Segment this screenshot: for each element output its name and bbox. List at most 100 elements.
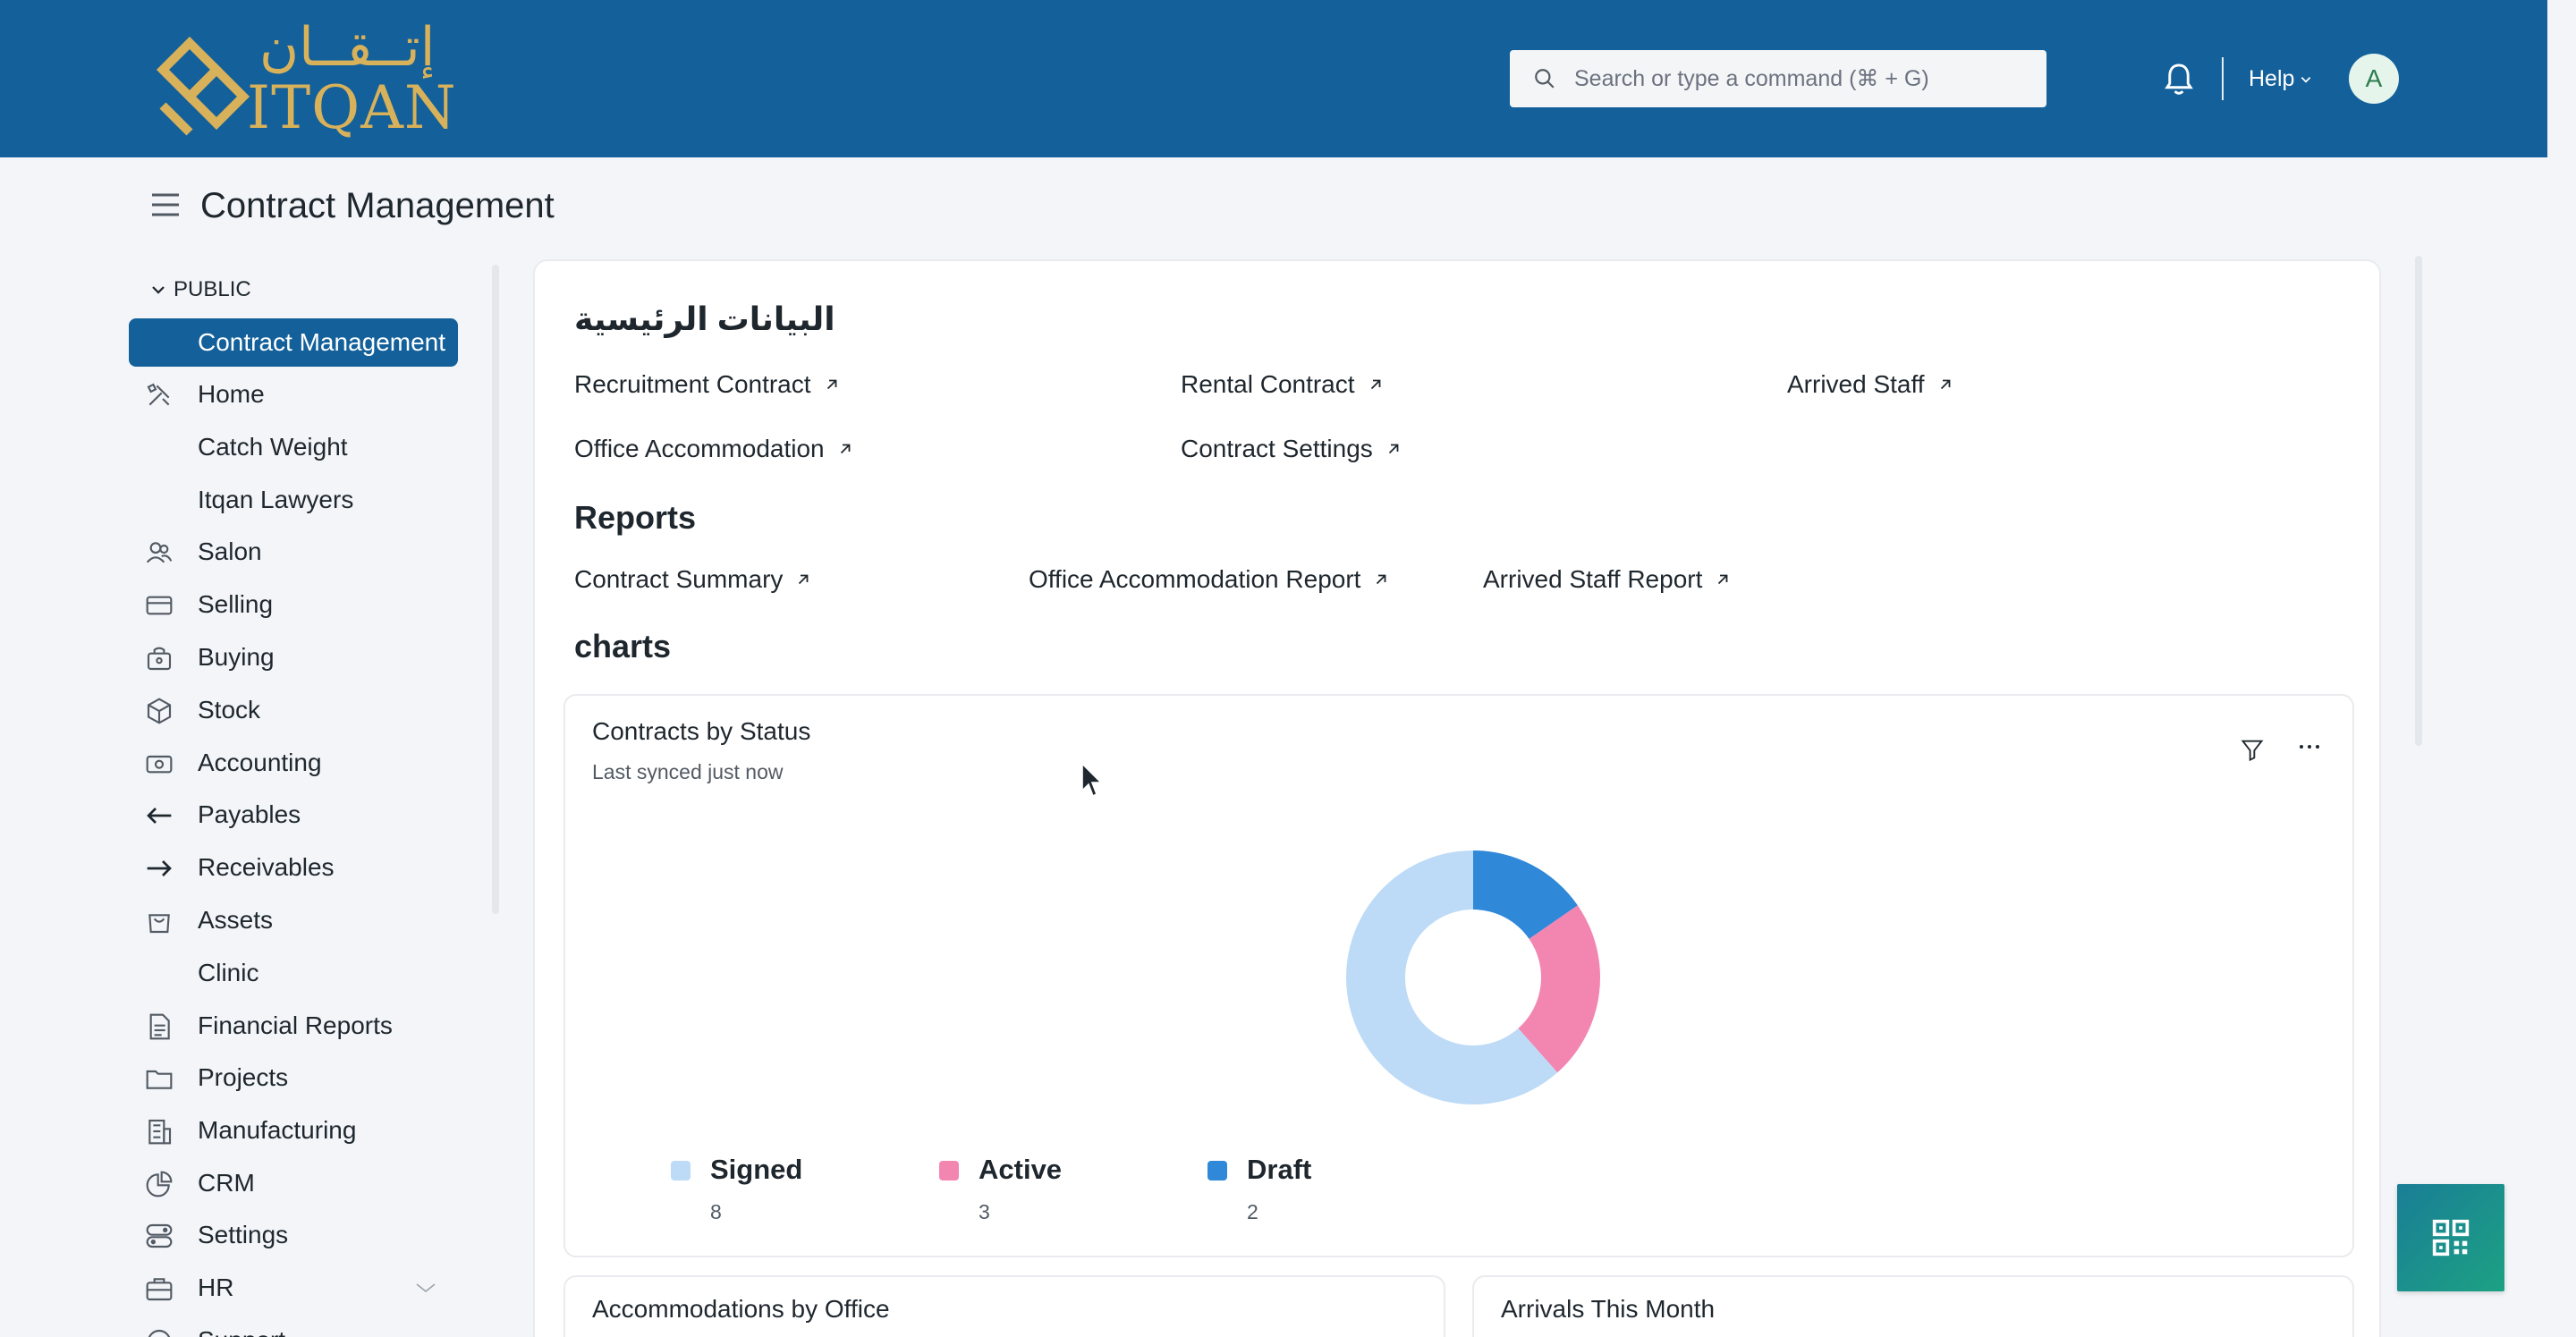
document-icon xyxy=(149,1013,170,1040)
users-icon xyxy=(146,542,173,563)
sidebar-item-manufacturing[interactable]: Manufacturing xyxy=(129,1106,458,1155)
donut-slice-draft[interactable] xyxy=(1473,850,1578,939)
donut-chart[interactable] xyxy=(1343,848,1603,1107)
legend-value: 8 xyxy=(710,1200,722,1223)
help-dropdown[interactable]: Help xyxy=(2249,66,2312,92)
charts-heading: charts xyxy=(574,628,672,664)
sidebar-item-clinic[interactable]: Clinic xyxy=(129,949,458,997)
sidebar-item-stock[interactable]: Stock xyxy=(129,686,458,734)
link-contract-summary[interactable]: Contract Summary xyxy=(574,565,811,594)
sidebar-item-label: Selling xyxy=(198,590,274,618)
user-avatar[interactable]: A xyxy=(2349,54,2399,104)
folder-icon xyxy=(146,1070,173,1089)
logo-mark-icon xyxy=(156,36,250,136)
chevron-down-icon xyxy=(2301,76,2311,83)
link-recruitment-contract[interactable]: Recruitment Contract xyxy=(574,370,840,399)
sidebar-item-settings[interactable]: Settings xyxy=(129,1211,458,1259)
building-icon xyxy=(148,1119,172,1145)
chevron-down-icon[interactable] xyxy=(415,1280,436,1296)
sidebar-section-public[interactable]: PUBLIC xyxy=(150,277,251,302)
chart-card-contracts-by-status: Contracts by Status Last synced just now… xyxy=(564,694,2354,1257)
sidebar-item-hr[interactable]: HR xyxy=(129,1264,458,1312)
sidebar-item-label: Payables xyxy=(198,800,301,828)
chart-card-arrivals-this-month: Arrivals This Month xyxy=(1472,1275,2354,1337)
donut-slice-active[interactable] xyxy=(1518,905,1600,1073)
sidebar-item-label: Settings xyxy=(198,1221,289,1248)
link-contract-settings[interactable]: Contract Settings xyxy=(1181,435,1402,463)
link-rental-contract[interactable]: Rental Contract xyxy=(1181,370,1384,399)
search-bar[interactable] xyxy=(1510,50,2046,107)
headset-icon xyxy=(148,1329,171,1337)
briefcase-icon xyxy=(146,1278,173,1301)
sidebar-item-salon[interactable]: Salon xyxy=(129,528,458,576)
masters-heading: البيانات الرئيسية xyxy=(574,300,835,337)
sidebar-item-itqan-lawyers[interactable]: Itqan Lawyers xyxy=(129,476,458,524)
sidebar-item-label: Accounting xyxy=(198,749,322,776)
search-input[interactable] xyxy=(1574,65,2021,92)
mouse-cursor-icon xyxy=(1081,762,1103,798)
sidebar-item-projects[interactable]: Projects xyxy=(129,1054,458,1102)
sidebar-item-label: HR xyxy=(198,1274,234,1301)
card-icon xyxy=(146,596,173,615)
sidebar-section-label: PUBLIC xyxy=(174,277,251,301)
qr-code-button[interactable] xyxy=(2397,1184,2504,1291)
external-arrow-icon xyxy=(799,574,809,585)
sidebar-item-support[interactable]: Support xyxy=(129,1316,458,1337)
link-label: Arrived Staff Report xyxy=(1483,565,1703,593)
sidebar-item-label: Salon xyxy=(198,537,262,565)
external-arrow-icon xyxy=(1940,379,1950,390)
sidebar-item-assets[interactable]: Assets xyxy=(129,896,458,944)
sidebar-item-label: Itqan Lawyers xyxy=(198,486,354,513)
itqan-logo[interactable]: إتــقــان ITQAN xyxy=(154,16,476,142)
search-icon xyxy=(1535,69,1555,89)
sidebar-item-label: Stock xyxy=(198,696,261,724)
sidebar-item-selling[interactable]: Selling xyxy=(129,580,458,629)
link-office-accommodation-report[interactable]: Office Accommodation Report xyxy=(1029,565,1389,594)
legend-label: Active xyxy=(979,1154,1063,1185)
sidebar-item-label: Manufacturing xyxy=(198,1116,357,1144)
logo-text-arabic: إتــقــان xyxy=(259,16,436,79)
sidebar-item-financial-reports[interactable]: Financial Reports xyxy=(129,1002,458,1050)
box-icon xyxy=(147,698,172,724)
filter-icon[interactable] xyxy=(2240,737,2265,762)
chart-last-synced: Last synced just now xyxy=(592,760,784,783)
link-label: Contract Settings xyxy=(1181,435,1373,462)
sidebar-item-crm[interactable]: CRM xyxy=(129,1159,458,1207)
sidebar-item-receivables[interactable]: Receivables xyxy=(129,843,458,892)
workspace-card: البيانات الرئيسية Recruitment Contract R… xyxy=(533,259,2381,1337)
link-label: Arrived Staff xyxy=(1787,370,1925,398)
external-arrow-icon xyxy=(826,379,836,390)
external-arrow-icon xyxy=(840,444,851,454)
link-arrived-staff[interactable]: Arrived Staff xyxy=(1787,370,1953,399)
sidebar-item-buying[interactable]: Buying xyxy=(129,633,458,681)
sidebar-scrollbar[interactable] xyxy=(492,265,499,914)
link-label: Office Accommodation xyxy=(574,435,825,462)
sidebar-item-label: Financial Reports xyxy=(198,1011,393,1039)
sidebar-item-label: Receivables xyxy=(198,853,335,881)
sidebar-item-label: Projects xyxy=(198,1063,289,1091)
sidebar-item-label: Support xyxy=(198,1326,285,1337)
hamburger-menu-icon[interactable] xyxy=(150,191,181,218)
sidebar-item-accounting[interactable]: Accounting xyxy=(129,739,458,787)
main-scrollbar[interactable] xyxy=(2415,256,2422,746)
external-arrow-icon xyxy=(1377,574,1386,585)
chart-card-accommodations-by-office: Accommodations by Office xyxy=(564,1275,1445,1337)
arrow-left-icon xyxy=(147,808,172,824)
donut-slice-signed[interactable] xyxy=(1346,850,1558,1104)
bag-icon xyxy=(147,647,172,671)
qr-code-icon xyxy=(2432,1219,2470,1257)
chart-title: Contracts by Status xyxy=(592,717,811,745)
sidebar-item-label: Catch Weight xyxy=(198,433,348,461)
external-arrow-icon xyxy=(1718,574,1728,585)
sidebar-item-catch-weight[interactable]: Catch Weight xyxy=(129,423,458,471)
link-office-accommodation[interactable]: Office Accommodation xyxy=(574,435,853,463)
notification-bell-icon[interactable] xyxy=(2163,63,2195,97)
help-label: Help xyxy=(2249,66,2295,91)
more-options-icon[interactable] xyxy=(2299,742,2320,751)
chevron-down-icon xyxy=(152,286,165,294)
sidebar-item-payables[interactable]: Payables xyxy=(129,791,458,839)
sidebar-item-contract-management[interactable]: Contract Management xyxy=(129,318,458,367)
legend-label: Draft xyxy=(1247,1154,1312,1185)
sidebar-item-home[interactable]: Home xyxy=(129,370,458,419)
link-arrived-staff-report[interactable]: Arrived Staff Report xyxy=(1483,565,1731,594)
